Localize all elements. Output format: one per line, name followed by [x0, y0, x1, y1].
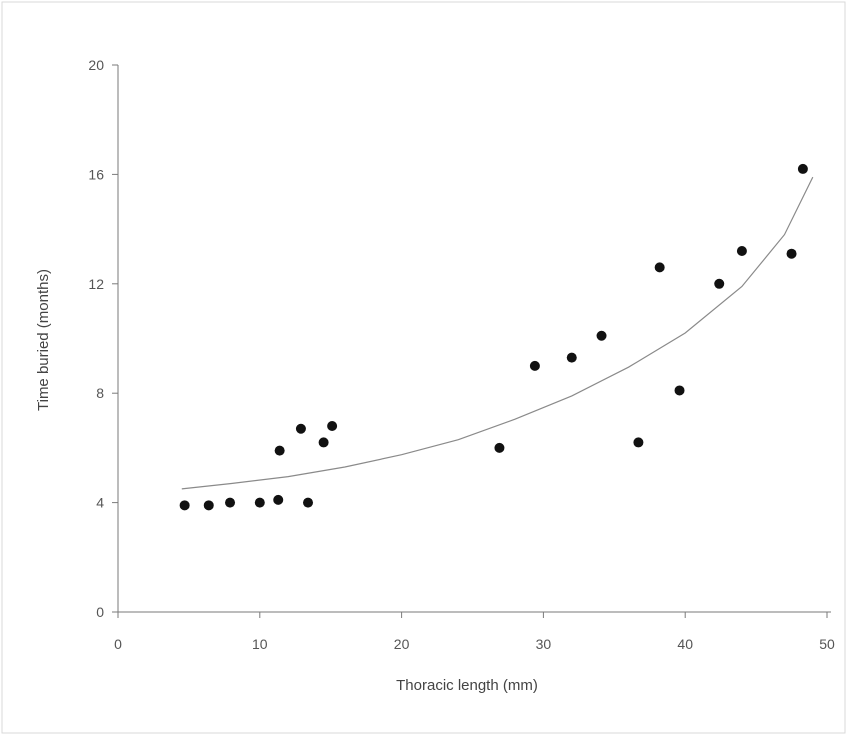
data-point — [797, 163, 808, 174]
data-point — [273, 494, 284, 505]
y-axis-title: Time buried (months) — [35, 269, 52, 411]
data-point — [225, 497, 236, 508]
data-point — [254, 497, 265, 508]
y-tick-label: 16 — [88, 166, 104, 182]
y-tick-label: 0 — [96, 604, 104, 620]
axes: 0 10 20 30 40 50 0 4 8 12 16 20 — [88, 57, 835, 652]
trend-curve — [181, 176, 814, 490]
data-point — [318, 437, 329, 448]
data-point — [786, 248, 797, 259]
x-tick-label: 0 — [114, 636, 122, 652]
y-tick-label: 20 — [88, 57, 104, 73]
x-tick-label: 50 — [819, 636, 835, 652]
data-point — [274, 445, 285, 456]
data-point — [203, 500, 214, 511]
data-point — [303, 497, 314, 508]
data-point — [295, 423, 306, 434]
data-point — [529, 360, 540, 371]
y-tick-label: 8 — [96, 385, 104, 401]
trend-curve-layer — [181, 176, 814, 490]
y-tick-label: 4 — [96, 495, 104, 511]
data-point — [179, 500, 190, 511]
data-point — [566, 352, 577, 363]
data-point — [736, 245, 747, 256]
data-point — [674, 385, 685, 396]
x-tick-label: 10 — [252, 636, 268, 652]
x-axis-title: Thoracic length (mm) — [396, 677, 538, 694]
data-point — [654, 262, 665, 273]
data-point — [714, 278, 725, 289]
data-point — [327, 421, 338, 432]
data-point — [494, 442, 505, 453]
x-tick-label: 20 — [394, 636, 410, 652]
y-tick-label: 12 — [88, 276, 104, 292]
data-point — [633, 437, 644, 448]
data-point — [596, 330, 607, 341]
x-tick-label: 30 — [536, 636, 552, 652]
data-points-layer — [179, 163, 808, 511]
x-tick-label: 40 — [677, 636, 693, 652]
